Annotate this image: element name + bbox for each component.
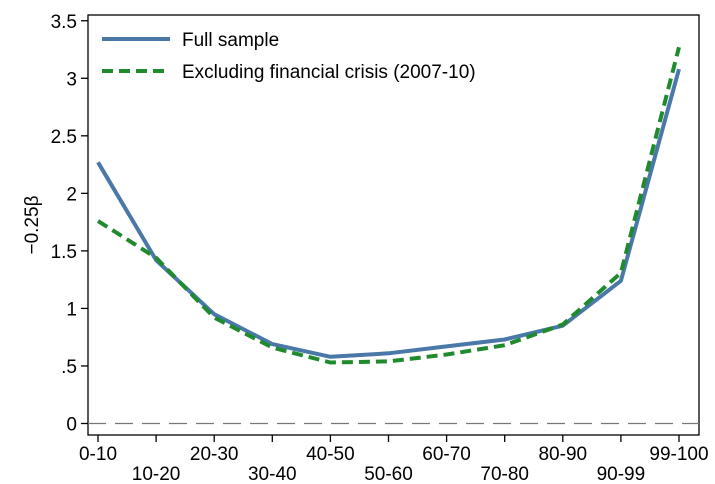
legend: Full sample Excluding financial crisis (… <box>102 30 476 83</box>
y-tick-label: .5 <box>61 357 77 378</box>
x-tick-label: 70-80 <box>480 464 529 484</box>
y-axis: 0 .5 1 1.5 2 2.5 3 3.5 <box>51 12 88 435</box>
y-tick-label: 1 <box>66 299 77 320</box>
x-tick-label: 40-50 <box>306 444 355 465</box>
y-tick-label: 0 <box>66 414 77 435</box>
legend-label-full-sample: Full sample <box>182 30 279 51</box>
x-tick-label: 30-40 <box>248 464 297 484</box>
x-tick-label: 10-20 <box>132 464 181 484</box>
y-tick-label: 1.5 <box>51 242 77 263</box>
y-tick-label: 3.5 <box>51 12 77 33</box>
legend-label-excluding-crisis: Excluding financial crisis (2007-10) <box>182 62 476 83</box>
series-line-excluding-crisis <box>96 46 681 365</box>
y-tick-label: 2 <box>66 184 77 205</box>
y-axis-title: −0.25β <box>22 195 43 254</box>
x-tick-label: 20-30 <box>190 444 239 465</box>
y-tick-label: 2.5 <box>51 127 77 148</box>
x-tick-label: 99-100 <box>649 444 708 465</box>
series-line-full-sample <box>96 68 681 359</box>
plot-frame <box>87 14 700 436</box>
series-lines <box>96 46 681 365</box>
x-tick-label: 90-99 <box>597 464 646 484</box>
x-tick-label: 50-60 <box>364 464 413 484</box>
x-axis: 0-10 10-20 20-30 30-40 40-50 50-60 60-70 70-80 8… <box>79 435 709 484</box>
x-tick-label: 80-90 <box>538 444 587 465</box>
x-tick-label: 60-70 <box>422 444 471 465</box>
x-tick-label: 0-10 <box>79 444 117 465</box>
y-tick-label: 3 <box>66 69 77 90</box>
